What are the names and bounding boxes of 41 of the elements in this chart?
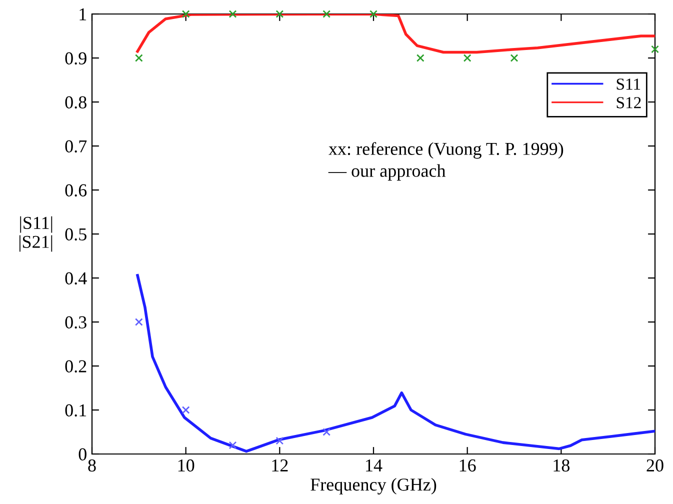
- y-tick-label: 0.4: [65, 272, 87, 285]
- point: [463, 54, 472, 62]
- point: [416, 54, 424, 62]
- y-tick-label: 0.1: [65, 404, 86, 417]
- x-tick-label: 8: [88, 459, 96, 472]
- x-axis-title: Frequency (GHz): [310, 478, 436, 494]
- line-series: [136, 274, 655, 453]
- y-tick-label: 0.8: [65, 96, 86, 109]
- y-axis-title: |S11| |S21|: [19, 216, 52, 252]
- y-tick-label: 0.7: [65, 140, 87, 153]
- point: [134, 318, 143, 326]
- point: [134, 54, 143, 62]
- point: [182, 406, 190, 414]
- legend-label: S11: [616, 78, 640, 90]
- x-tick-label: 18: [554, 459, 570, 472]
- point: [182, 10, 190, 18]
- y-tick-label: 0.6: [65, 184, 87, 197]
- point: [651, 45, 659, 54]
- y-tick-label: 1: [80, 8, 86, 20]
- y-tick-label: 0.2: [65, 360, 86, 373]
- y-tick-label: 0.3: [65, 316, 86, 329]
- annotation: — our approach: [328, 164, 446, 181]
- legend-label: S12: [616, 97, 641, 108]
- point: [322, 10, 331, 18]
- point: [228, 10, 237, 18]
- line-series: [136, 14, 655, 54]
- x-tick-label: 10: [178, 459, 194, 472]
- point: [370, 10, 378, 18]
- y-tick-label: 0: [78, 448, 86, 460]
- x-tick-label: 14: [366, 459, 382, 472]
- y-tick-label: 0.9: [65, 52, 86, 65]
- point: [276, 436, 284, 445]
- point: [276, 10, 284, 18]
- annotation: xx: reference (Vuong T. P. 1999): [328, 142, 564, 159]
- y-tick-label: 0.5: [65, 228, 86, 241]
- point: [228, 441, 237, 450]
- x-tick-label: 12: [272, 459, 288, 472]
- x-tick-label: 20: [646, 459, 664, 472]
- x-tick-label: 16: [460, 459, 476, 472]
- point: [322, 428, 331, 436]
- point: [510, 54, 518, 62]
